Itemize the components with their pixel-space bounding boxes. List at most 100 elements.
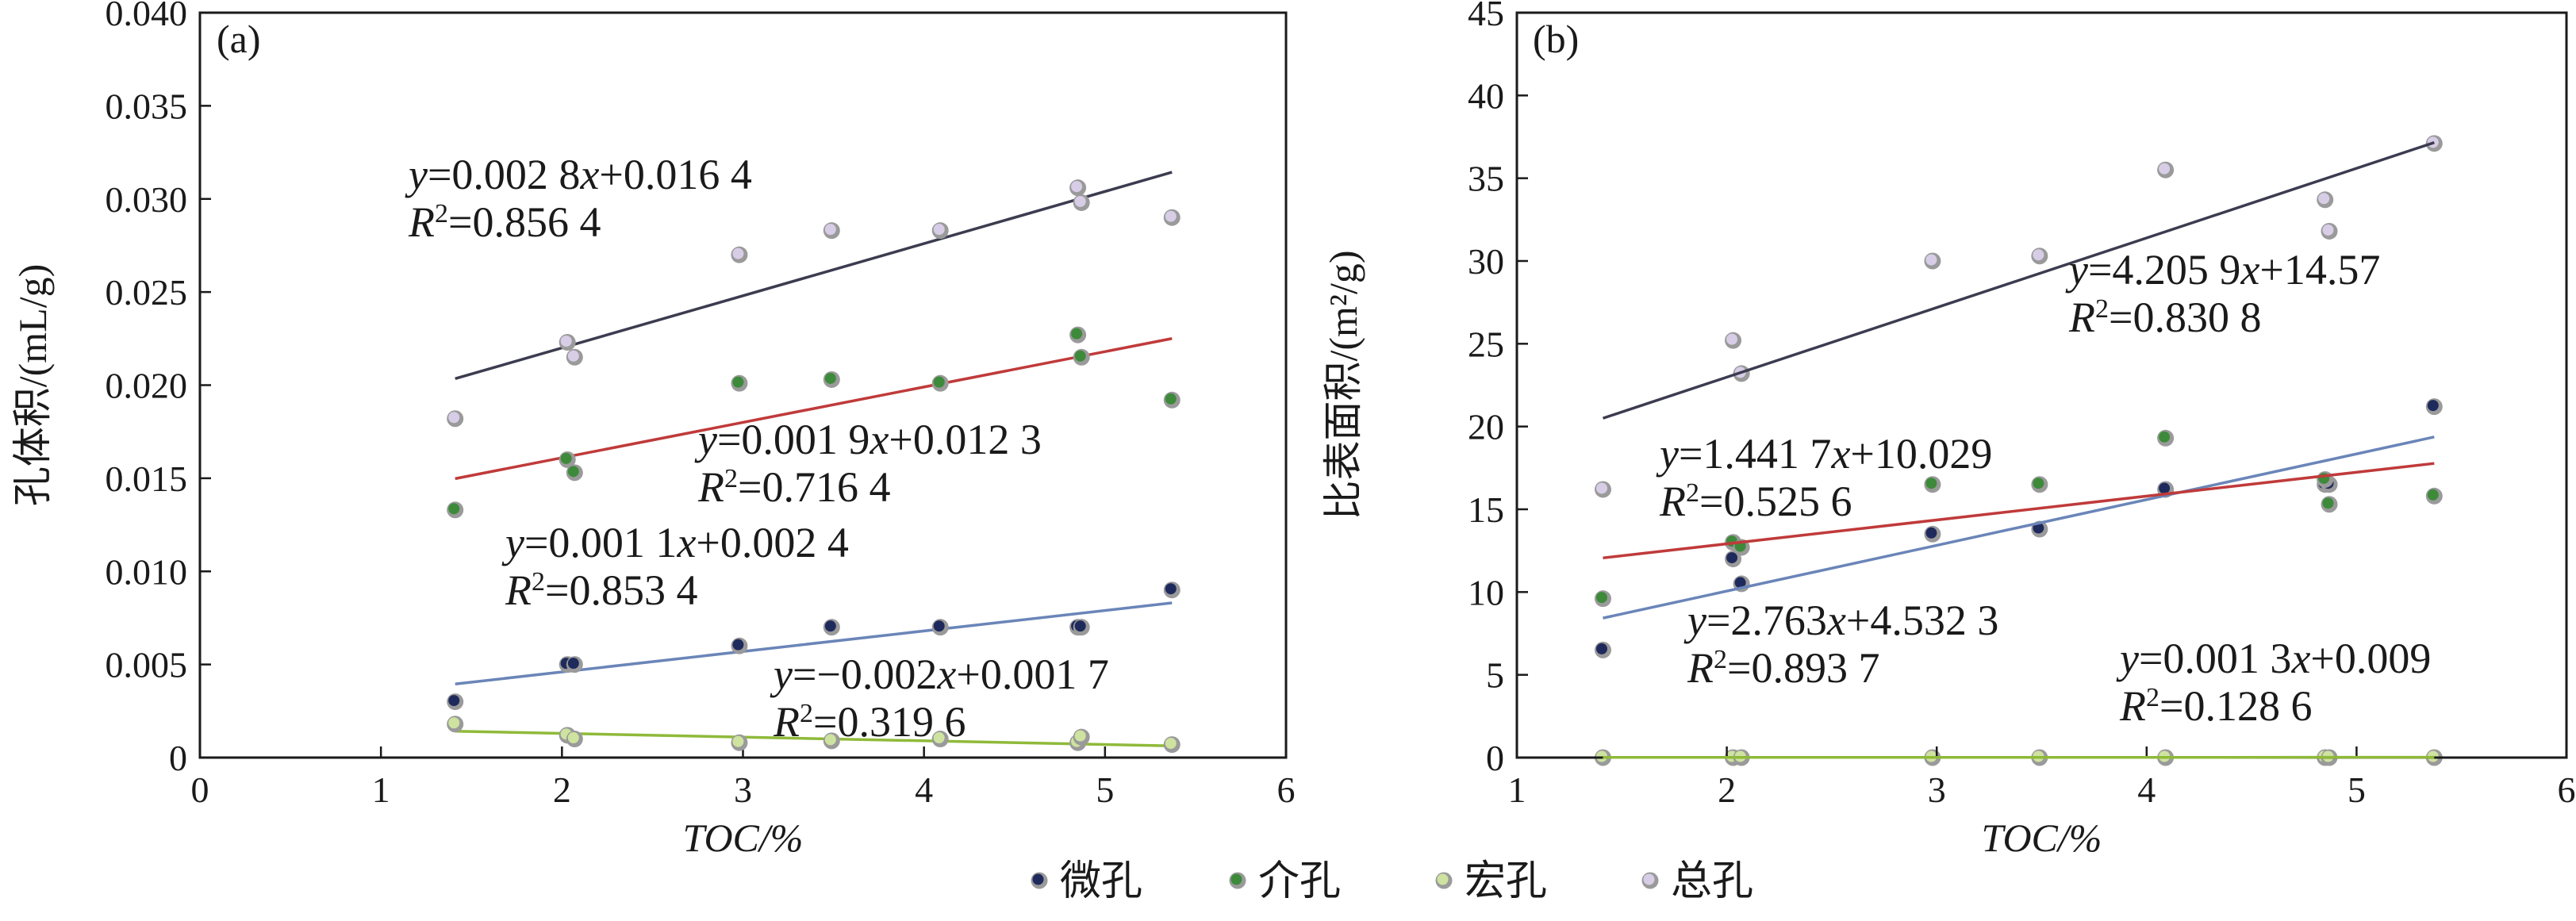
x-tick-label: 1	[372, 769, 390, 810]
data-point-fill	[567, 658, 579, 670]
y-tick-label: 0	[1486, 738, 1504, 778]
data-point-fill	[933, 732, 945, 744]
legend-label: 总孔	[1671, 858, 1753, 905]
y-tick-label: 0.010	[106, 551, 188, 592]
y-tick-label: 20	[1468, 407, 1504, 447]
data-point-fill	[1071, 328, 1083, 340]
y-tick-label: 10	[1468, 572, 1504, 612]
data-point-fill	[1925, 527, 1937, 539]
trend-line	[1603, 462, 2435, 560]
data-point-fill	[567, 732, 579, 744]
legend-label: 介孔	[1258, 858, 1341, 905]
legend-marker-fill	[1643, 873, 1655, 885]
fit-equation: y=0.001 9x+0.012 3	[694, 416, 1042, 463]
legend-marker-fill	[1032, 873, 1044, 885]
data-point-fill	[1925, 478, 1937, 489]
data-point-fill	[824, 734, 836, 746]
series-总孔	[447, 135, 2443, 498]
y-tick-label: 0.015	[106, 459, 188, 499]
data-point-fill	[732, 248, 744, 259]
data-point-fill	[2159, 482, 2171, 494]
panel-label: (a)	[217, 17, 261, 61]
y-tick-label: 30	[1468, 241, 1504, 282]
data-point-fill	[2322, 224, 2334, 236]
fit-r-squared: R2=0.856 4	[408, 198, 601, 246]
legend-marker-fill	[1230, 873, 1242, 885]
data-point-fill	[1726, 333, 1738, 345]
x-tick-label: 4	[915, 769, 933, 810]
data-point-fill	[567, 350, 579, 362]
data-point-fill	[1074, 730, 1086, 742]
x-tick-label: 2	[1718, 769, 1736, 810]
data-point-fill	[2427, 489, 2439, 501]
data-point-fill	[1925, 254, 1937, 266]
fit-r-squared: R2=0.319 6	[773, 698, 966, 746]
fit-r-squared: R2=0.853 4	[505, 566, 697, 614]
y-tick-label: 0.035	[106, 86, 188, 126]
data-point-fill	[2318, 193, 2330, 205]
legend-marker-fill	[1437, 873, 1449, 885]
y-tick-label: 0.005	[106, 645, 188, 685]
data-point-fill	[448, 717, 460, 729]
x-tick-label: 3	[1928, 769, 1946, 810]
panel-b: 1 2 3 4 5 6051015202530354045TOC/%比表面积/(m²/g)…	[1321, 0, 2576, 860]
fit-equation: y=0.001 1x+0.002 4	[501, 519, 849, 566]
data-point-fill	[824, 372, 836, 384]
series-宏孔	[447, 716, 2443, 766]
data-point-fill	[560, 452, 572, 464]
legend-label: 微孔	[1060, 858, 1142, 905]
data-point-fill	[933, 620, 945, 632]
fit-equation: y=0.002 8x+0.016 4	[405, 151, 752, 198]
data-point-fill	[2427, 400, 2439, 412]
data-point-fill	[2159, 431, 2171, 443]
y-tick-label: 0.020	[106, 366, 188, 406]
series-介孔	[447, 326, 2443, 608]
data-point-fill	[567, 466, 579, 478]
fit-equation: y=4.205 9x+14.57	[2065, 246, 2380, 294]
data-point-fill	[1165, 738, 1177, 750]
data-point-fill	[1595, 592, 1607, 604]
panel-label: (b)	[1533, 17, 1579, 61]
y-tick-label: 5	[1486, 655, 1504, 696]
fit-equation: y=1.441 7x+10.029	[1656, 430, 1992, 478]
data-point-fill	[448, 412, 460, 424]
data-point-fill	[1595, 643, 1607, 654]
fit-equation: y=−0.002x+0.001 7	[770, 650, 1109, 698]
data-point-fill	[448, 503, 460, 515]
y-tick-label: 40	[1468, 75, 1504, 116]
fit-r-squared: R2=0.893 7	[1687, 644, 1879, 692]
y-axis-title: 比表面积/(m²/g)	[1321, 251, 1365, 520]
legend: 微孔 介孔 宏孔 总孔	[1031, 858, 1753, 905]
data-point-fill	[1071, 181, 1083, 193]
x-tick-label: 5	[2348, 769, 2366, 810]
data-point-fill	[1165, 210, 1177, 222]
data-point-fill	[1074, 195, 1086, 207]
data-point-fill	[732, 376, 744, 388]
x-tick-label: 5	[1096, 769, 1114, 810]
legend-item-微孔: 微孔	[1031, 858, 1142, 905]
x-tick-label: 6	[1277, 769, 1296, 810]
legend-item-宏孔: 宏孔	[1435, 858, 1547, 905]
fit-equation: y=0.001 3x+0.009	[2116, 635, 2431, 682]
data-point-fill	[1074, 350, 1086, 362]
data-point-fill	[824, 224, 836, 236]
panel-a: 0 1 2 3 4 5 600.0050.0100.0150.0200.0250.0300.…	[10, 0, 2443, 860]
data-point-fill	[1726, 552, 1738, 564]
series-介孔	[1603, 462, 2435, 560]
data-point-fill	[1165, 393, 1177, 405]
legend-label: 宏孔	[1465, 858, 1547, 905]
data-point-fill	[2033, 478, 2044, 489]
trend-line	[1602, 141, 2435, 420]
trend-line	[455, 337, 1173, 481]
series-总孔	[1602, 141, 2435, 420]
data-point-fill	[933, 376, 945, 388]
data-point-fill	[732, 639, 744, 650]
y-tick-label: 0.025	[106, 272, 188, 313]
data-point-fill	[1595, 482, 1607, 494]
x-tick-label: 3	[734, 769, 752, 810]
data-point-fill	[1734, 577, 1746, 589]
legend-item-介孔: 介孔	[1229, 858, 1341, 905]
y-tick-label: 25	[1468, 324, 1504, 364]
y-tick-label: 35	[1468, 159, 1504, 199]
